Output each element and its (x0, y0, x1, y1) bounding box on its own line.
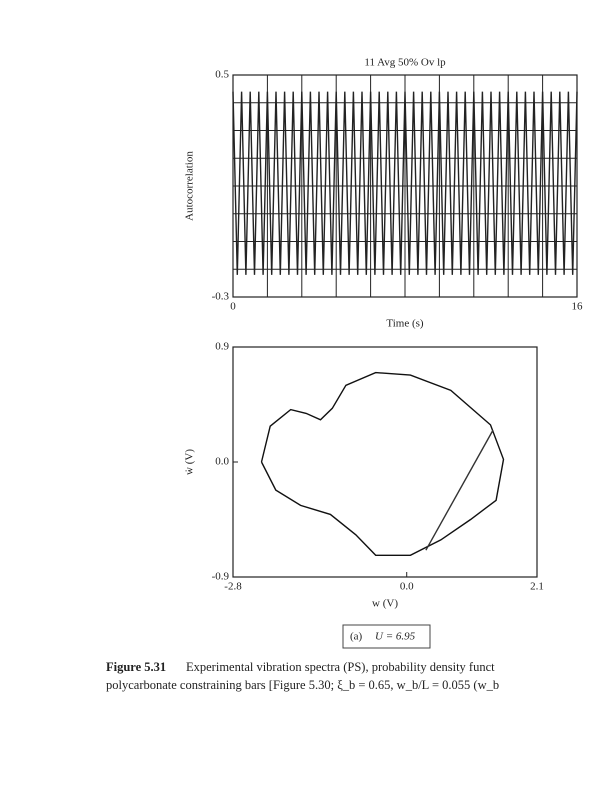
y-tick-label: 0.9 (215, 341, 229, 353)
data-line (260, 371, 505, 556)
y-tick-label: 0.0 (215, 456, 229, 468)
x-tick-label: 16 (572, 301, 584, 313)
y-axis-label: Autocorrelation (184, 151, 196, 221)
panel-label: (a) (350, 631, 363, 643)
label-box (342, 624, 431, 649)
plot-frame (232, 346, 538, 578)
x-tick-label: 0.0 (400, 581, 414, 593)
data-line (232, 91, 578, 275)
x-tick-label: 0 (230, 301, 236, 313)
x-axis-label: Time (s) (386, 318, 424, 330)
y-tick-label: -0.3 (212, 291, 230, 303)
y-tick-label: 0.5 (215, 69, 229, 81)
caption-line: polycarbonate constraining bars [Figure … (106, 678, 499, 692)
y-axis-label: ẇ (V) (184, 449, 196, 475)
panel-value: U = 6.95 (375, 631, 416, 643)
y-tick-label: -0.9 (212, 571, 230, 583)
caption-label: Figure 5.31 (106, 660, 166, 674)
chart-title: 11 Avg 50% Ov lp (364, 57, 446, 69)
x-axis-label: w (V) (372, 598, 398, 610)
x-tick-label: 2.1 (530, 581, 544, 593)
caption-line: Experimental vibration spectra (PS), pro… (186, 660, 495, 674)
data-line (425, 429, 494, 551)
x-tick-label: -2.8 (224, 581, 242, 593)
